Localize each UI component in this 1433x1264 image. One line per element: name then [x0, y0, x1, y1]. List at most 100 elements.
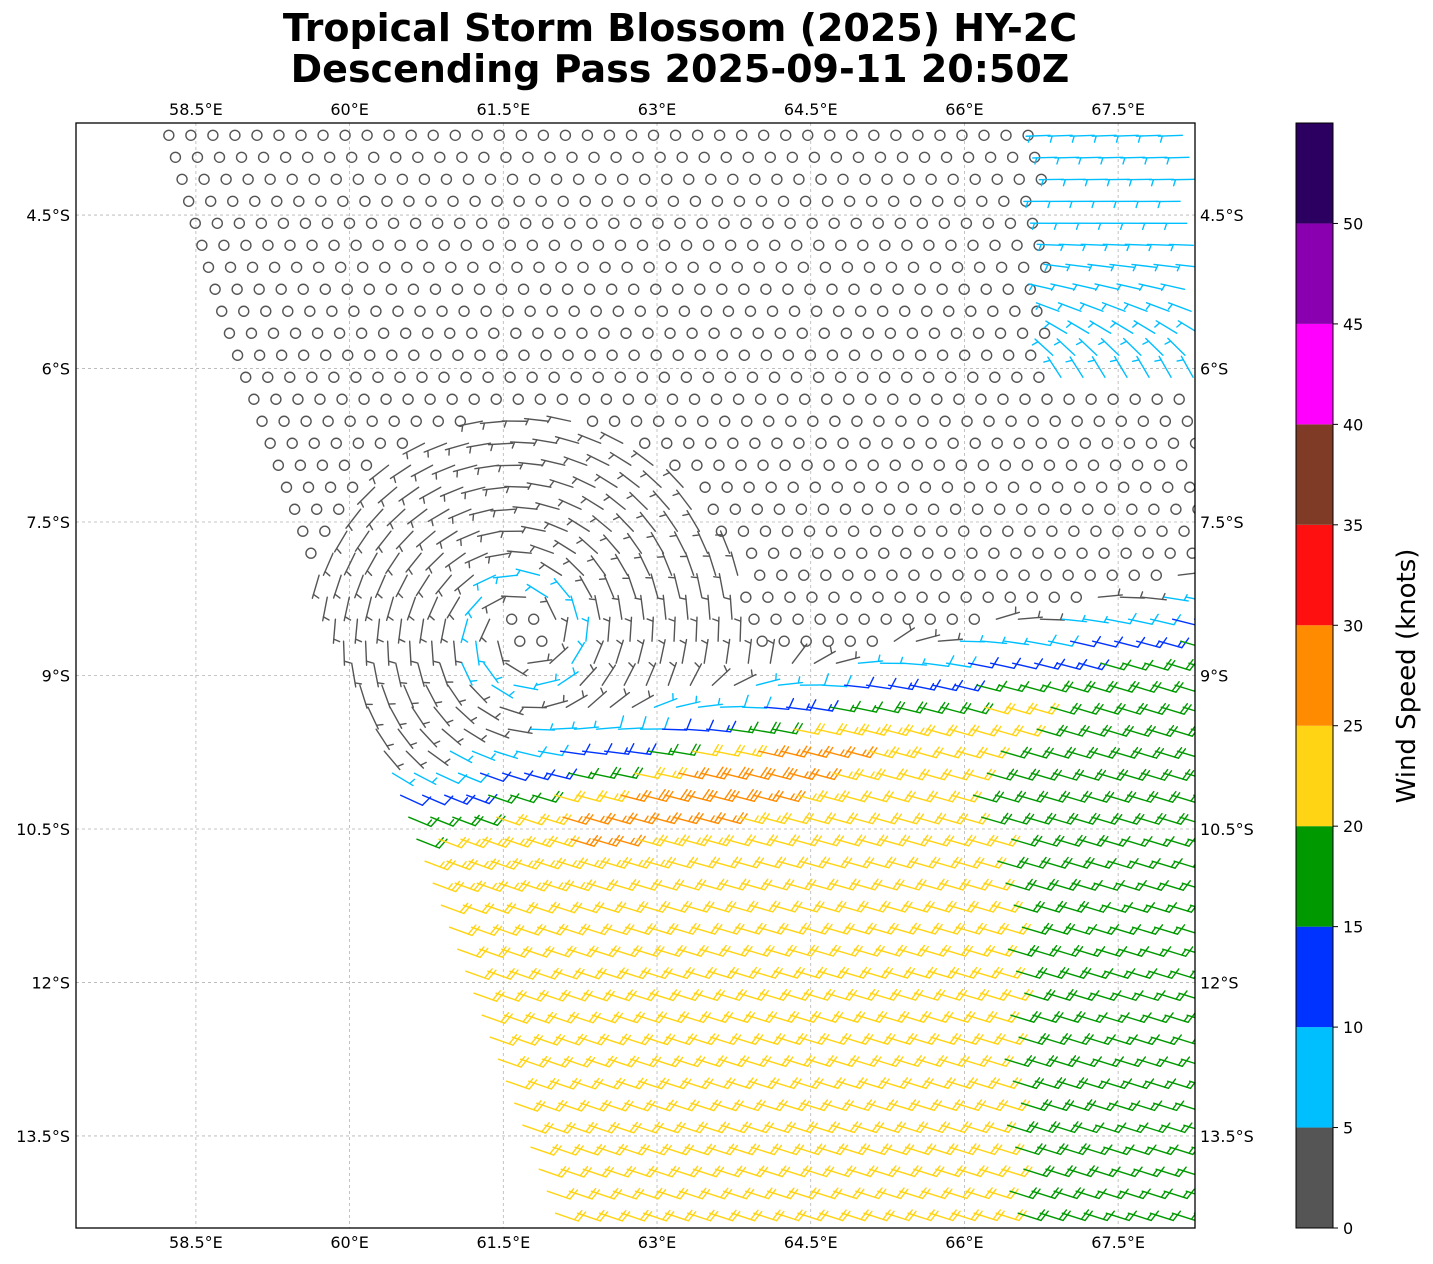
- barb-feather: [1058, 790, 1067, 802]
- wind-barb: [989, 657, 1022, 669]
- calm-circle: [506, 173, 519, 185]
- calm-circle: [223, 327, 236, 339]
- calm-circle: [273, 129, 285, 141]
- barb-half-feather: [476, 583, 479, 591]
- wind-barb: [1029, 481, 1042, 493]
- wind-barb: [759, 525, 772, 537]
- wind-barb: [1104, 790, 1137, 803]
- wind-barb: [337, 195, 349, 207]
- barb-half-feather: [599, 815, 605, 823]
- barb-feather: [491, 859, 500, 871]
- barb-feather: [531, 857, 541, 869]
- wind-barb: [514, 923, 547, 936]
- wind-barb: [447, 195, 459, 207]
- barb-half-feather: [1034, 157, 1038, 165]
- wind-barb: [789, 547, 802, 559]
- wind-barb: [218, 239, 230, 251]
- barb-half-feather: [1115, 949, 1121, 956]
- calm-circle: [826, 283, 838, 295]
- barb-feather: [762, 944, 771, 956]
- calm-circle: [762, 591, 774, 603]
- barb-feather: [817, 723, 826, 735]
- calm-circle: [612, 305, 624, 317]
- wind-barb: [270, 393, 282, 405]
- calm-circle: [965, 305, 977, 317]
- barb-feather: [1130, 858, 1139, 869]
- wind-barb: [658, 639, 666, 664]
- calm-circle: [402, 393, 414, 405]
- barb-half-feather: [630, 452, 638, 458]
- barb-half-feather: [607, 837, 613, 845]
- wind-barb: [956, 129, 968, 141]
- wind-barb: [915, 628, 941, 642]
- wind-barb: [1065, 924, 1098, 935]
- wind-barb: [479, 946, 511, 958]
- wind-barb: [449, 750, 474, 764]
- wind-barb: [409, 217, 422, 229]
- wind-barb: [515, 568, 541, 577]
- barb-half-feather: [593, 720, 597, 729]
- barb-feather: [1102, 790, 1111, 802]
- wind-barb: [453, 217, 466, 229]
- wind-barb: [859, 173, 871, 185]
- calm-circle: [392, 305, 404, 317]
- wind-barb: [929, 261, 942, 273]
- wind-barb: [466, 442, 492, 454]
- wind-barb: [229, 129, 241, 141]
- barb-half-feather: [682, 513, 690, 517]
- barb-feather: [592, 1012, 602, 1024]
- wind-barb: [625, 743, 657, 756]
- calm-circle: [781, 525, 794, 537]
- wind-barb: [1148, 178, 1175, 187]
- barb-half-feather: [1154, 264, 1159, 272]
- wind-barb: [389, 706, 407, 729]
- wind-barb: [533, 1033, 566, 1046]
- barb-feather: [800, 988, 810, 1000]
- calm-circle: [1084, 569, 1096, 581]
- wind-barb: [840, 327, 853, 339]
- barb-shaft: [457, 772, 482, 783]
- wind-barb: [290, 261, 303, 273]
- wind-barb: [1035, 900, 1067, 913]
- wind-barb: [490, 508, 516, 518]
- wind-barb: [1128, 569, 1140, 581]
- wind-barb: [817, 966, 850, 979]
- wind-barb: [856, 371, 869, 383]
- barb-half-feather: [1131, 993, 1137, 1000]
- barb-feather: [1030, 834, 1039, 846]
- calm-circle: [322, 415, 334, 427]
- wind-barb: [828, 217, 840, 229]
- wind-barb: [748, 613, 760, 625]
- wind-barb: [1189, 437, 1195, 449]
- wind-barb: [724, 371, 737, 383]
- wind-barb: [1131, 924, 1164, 935]
- wind-barb: [705, 437, 717, 449]
- wind-barb: [366, 415, 378, 427]
- wind-barb: [980, 283, 992, 295]
- wind-barb: [500, 151, 512, 163]
- barb-half-feather: [365, 660, 374, 664]
- wind-barb: [1142, 547, 1154, 559]
- barb-feather: [516, 1056, 526, 1067]
- barb-half-feather: [580, 497, 587, 504]
- wind-barb: [482, 486, 508, 497]
- barb-feather: [949, 1032, 958, 1044]
- wind-barb: [767, 638, 776, 664]
- wind-barb: [881, 437, 893, 449]
- calm-circle: [1090, 525, 1102, 537]
- wind-barb: [742, 151, 754, 163]
- wind-barb: [661, 173, 673, 185]
- wind-barb: [923, 239, 935, 251]
- barb-shaft: [1179, 816, 1195, 823]
- wind-barb: [967, 239, 979, 251]
- barb-feather: [812, 1012, 822, 1023]
- barb-feather: [1064, 857, 1073, 869]
- wind-barb: [1058, 243, 1084, 252]
- calm-circle: [622, 393, 635, 405]
- wind-barb: [452, 464, 478, 478]
- wind-barb: [488, 327, 500, 339]
- calm-circle: [305, 547, 317, 559]
- barb-half-feather: [1106, 178, 1111, 187]
- wind-barb: [467, 261, 479, 273]
- wind-barb: [448, 508, 472, 524]
